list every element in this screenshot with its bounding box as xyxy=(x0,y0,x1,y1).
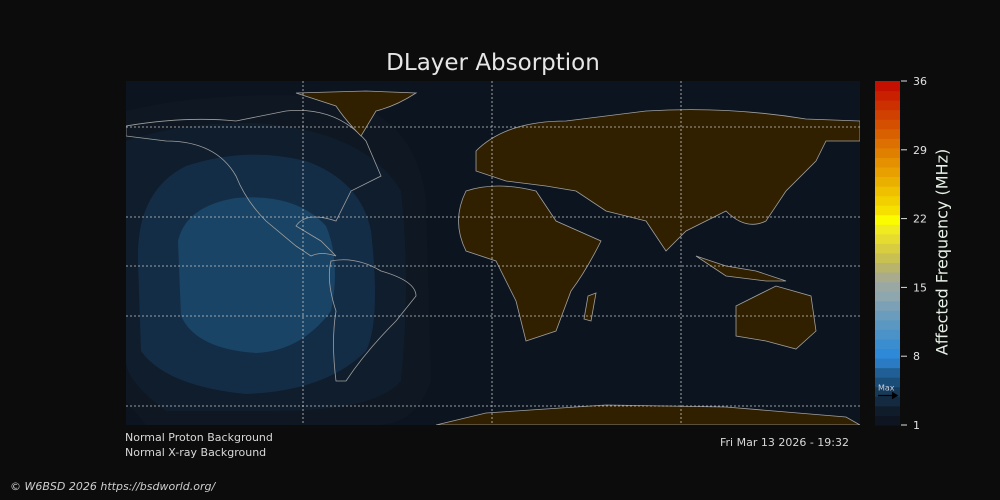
colorbar-band xyxy=(875,128,900,139)
colorbar-band xyxy=(875,233,900,244)
greenland xyxy=(295,90,418,137)
colorbar-band xyxy=(875,281,900,292)
antarctica xyxy=(435,404,860,425)
south-america xyxy=(328,259,417,382)
colorbar-band xyxy=(875,90,900,101)
colorbar-band xyxy=(875,224,900,235)
colorbar-band xyxy=(875,339,900,350)
madagascar xyxy=(583,292,597,322)
xray-status: Normal X-ray Background xyxy=(125,446,267,459)
colorbar-band xyxy=(875,377,900,388)
colorbar-band xyxy=(875,386,900,397)
colorbar-band xyxy=(875,367,900,378)
colorbar-band xyxy=(875,176,900,187)
colorbar-tick-label: 29 xyxy=(913,144,927,157)
absorption-contours xyxy=(126,95,431,425)
colorbar-band xyxy=(875,186,900,197)
north-america xyxy=(126,110,382,257)
landmasses xyxy=(126,90,860,425)
absorption-map xyxy=(126,81,860,425)
colorbar-tick-label: 36 xyxy=(913,75,927,88)
colorbar-band xyxy=(875,329,900,340)
colorbar-band xyxy=(875,253,900,264)
max-arrow-icon xyxy=(878,391,899,400)
colorbar-band xyxy=(875,157,900,168)
colorbar: 36 29 22 15 8 1 Max xyxy=(875,75,927,432)
colorbar-label: Affected Frequency (MHz) xyxy=(932,148,952,356)
colorbar-band xyxy=(875,147,900,158)
colorbar-tick-label: 15 xyxy=(913,281,927,294)
colorbar-band xyxy=(875,358,900,369)
africa xyxy=(458,185,602,342)
colorbar-band xyxy=(875,405,900,416)
colorbar-tick-label: 22 xyxy=(913,213,927,226)
colorbar-band xyxy=(875,291,900,302)
colorbar-band xyxy=(875,262,900,273)
colorbar-band xyxy=(875,214,900,225)
colorbar-band xyxy=(875,415,900,426)
colorbar-tick-label: 8 xyxy=(913,350,920,363)
graticule xyxy=(126,81,860,425)
colorbar-band xyxy=(875,109,900,120)
credit: © W6BSD 2026 https://bsdworld.org/ xyxy=(10,480,216,493)
colorbar-band xyxy=(875,205,900,216)
colorbar-band xyxy=(875,300,900,311)
colorbar-band xyxy=(875,310,900,321)
colorbar-band xyxy=(875,138,900,149)
colorbar-band xyxy=(875,272,900,283)
australia xyxy=(735,285,817,350)
proton-status: Normal Proton Background xyxy=(125,431,273,444)
colorbar-band xyxy=(875,81,900,92)
chart-title: DLayer Absorption xyxy=(386,50,600,76)
colorbar-band xyxy=(875,100,900,111)
colorbar-band xyxy=(875,119,900,130)
colorbar-tick-label: 1 xyxy=(913,419,920,432)
colorbar-band xyxy=(875,167,900,178)
timestamp: Fri Mar 13 2026 - 19:32 xyxy=(720,436,850,449)
colorbar-band xyxy=(875,243,900,254)
europe-asia xyxy=(475,109,860,252)
colorbar-band xyxy=(875,348,900,359)
contour-level-4 xyxy=(178,197,335,353)
colorbar-band xyxy=(875,195,900,206)
colorbar-band xyxy=(875,396,900,407)
colorbar-band xyxy=(875,319,900,330)
colorbar-max-label: Max xyxy=(878,384,895,393)
